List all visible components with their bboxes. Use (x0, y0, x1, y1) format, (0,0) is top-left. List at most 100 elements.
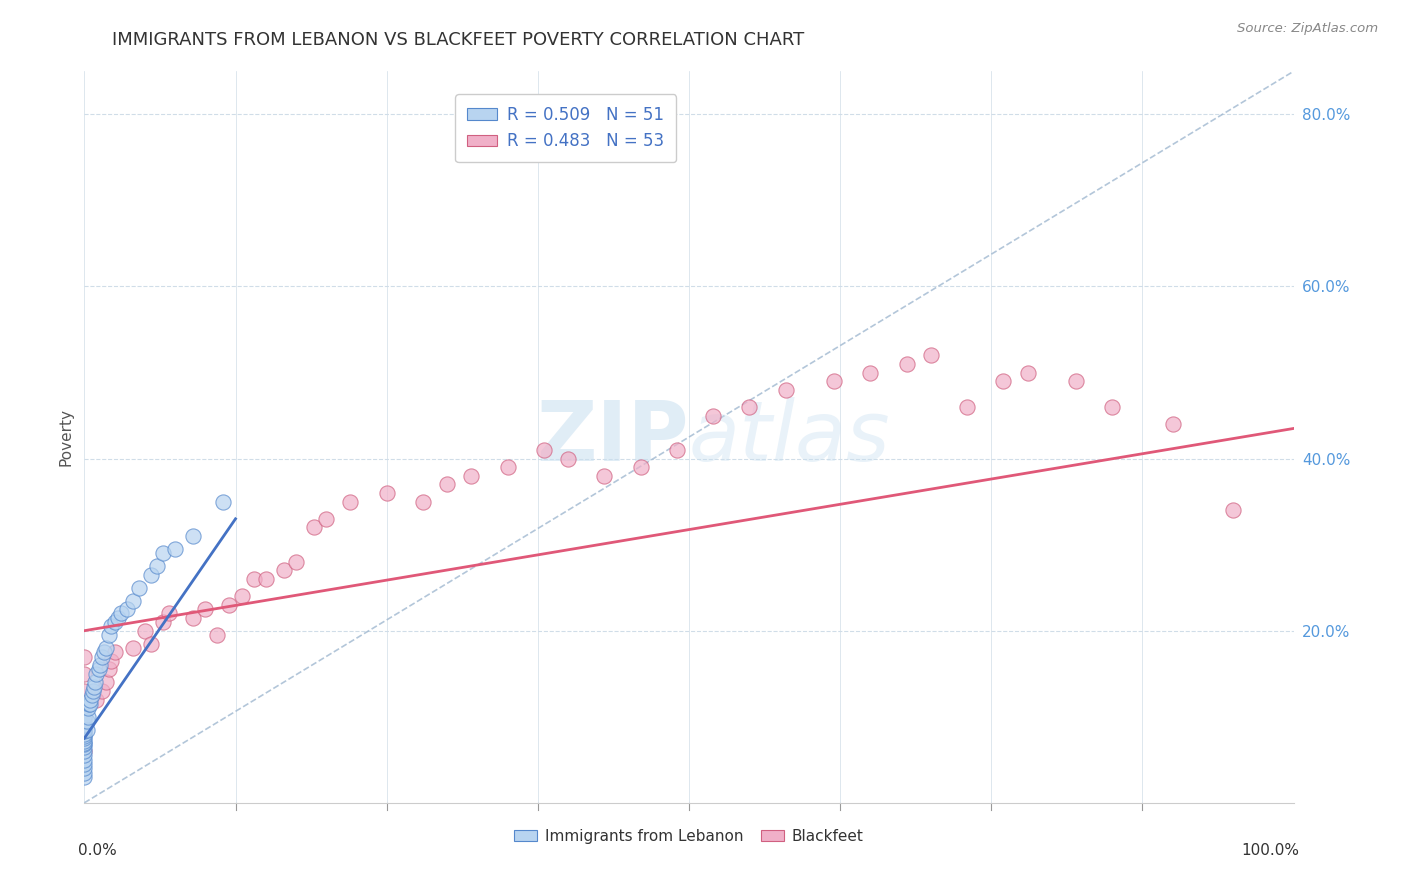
Point (73, 720, 96, 734)
Point (254, 572, 277, 586)
Point (77, 701, 100, 715)
Point (73, 714, 96, 728)
Point (212, 494, 235, 508)
Point (1064, 374, 1087, 388)
Point (823, 374, 845, 388)
Point (73, 734, 96, 748)
Point (76, 723, 98, 737)
Point (284, 555, 308, 569)
Point (97, 628, 120, 642)
Point (87, 662, 110, 676)
Point (73, 727, 96, 741)
Point (993, 374, 1015, 388)
Point (82, 684, 104, 698)
Legend: Immigrants from Lebanon, Blackfeet: Immigrants from Lebanon, Blackfeet (508, 822, 870, 850)
Point (77, 697, 100, 711)
Point (73, 735, 96, 749)
Point (436, 477, 458, 491)
Point (73, 748, 96, 763)
Point (533, 442, 555, 457)
Point (412, 494, 434, 508)
Point (73, 731, 96, 746)
Text: atlas: atlas (689, 397, 890, 477)
Text: ZIP: ZIP (537, 397, 689, 477)
Point (104, 615, 127, 629)
Point (121, 640, 143, 655)
Y-axis label: Poverty: Poverty (58, 408, 73, 467)
Text: IMMIGRANTS FROM LEBANON VS BLACKFEET POVERTY CORRELATION CHART: IMMIGRANTS FROM LEBANON VS BLACKFEET POV… (112, 31, 804, 49)
Point (115, 602, 138, 616)
Point (702, 409, 724, 423)
Point (231, 589, 253, 603)
Point (73, 757, 96, 772)
Point (73, 710, 96, 724)
Point (956, 400, 979, 414)
Point (302, 520, 325, 534)
Point (86, 666, 108, 681)
Point (181, 529, 204, 543)
Point (194, 602, 217, 616)
Point (73, 718, 96, 732)
Point (73, 684, 96, 698)
Point (496, 460, 519, 475)
Point (79, 697, 101, 711)
Point (89, 658, 111, 673)
Point (73, 724, 96, 739)
Point (557, 451, 579, 466)
Point (896, 357, 918, 371)
Point (73, 744, 96, 758)
Point (104, 645, 127, 659)
Point (165, 541, 187, 556)
Text: 100.0%: 100.0% (1241, 843, 1299, 858)
Point (1222, 503, 1244, 517)
Point (121, 593, 143, 607)
Point (73, 666, 96, 681)
Point (134, 624, 156, 638)
Point (146, 559, 169, 574)
Point (73, 723, 96, 737)
Point (83, 680, 105, 694)
Point (91, 649, 114, 664)
Point (1101, 400, 1123, 414)
Point (152, 615, 174, 629)
Point (339, 494, 361, 508)
Point (1161, 417, 1184, 432)
Point (73, 765, 96, 780)
Point (157, 607, 180, 621)
Point (107, 611, 129, 625)
Point (630, 460, 652, 475)
Point (73, 739, 96, 754)
Point (207, 628, 229, 642)
Point (1017, 366, 1039, 380)
Point (218, 598, 240, 612)
Point (73, 737, 96, 751)
Point (375, 486, 398, 500)
Point (242, 572, 264, 586)
Text: 0.0%: 0.0% (79, 843, 117, 858)
Point (100, 619, 122, 633)
Point (139, 567, 162, 582)
Text: Source: ZipAtlas.com: Source: ZipAtlas.com (1237, 22, 1378, 36)
Point (139, 637, 162, 651)
Point (86, 692, 108, 706)
Point (110, 607, 132, 621)
Point (73, 761, 96, 775)
Point (94, 640, 117, 655)
Point (100, 654, 122, 668)
Point (76, 714, 98, 728)
Point (73, 744, 96, 758)
Point (128, 581, 150, 595)
Point (738, 400, 761, 414)
Point (84, 675, 107, 690)
Point (97, 662, 120, 676)
Point (73, 710, 96, 724)
Point (73, 649, 96, 664)
Point (77, 710, 100, 724)
Point (73, 753, 96, 767)
Point (93, 645, 115, 659)
Point (859, 366, 882, 380)
Point (593, 468, 616, 483)
Point (665, 442, 688, 457)
Point (94, 675, 117, 690)
Point (315, 512, 337, 526)
